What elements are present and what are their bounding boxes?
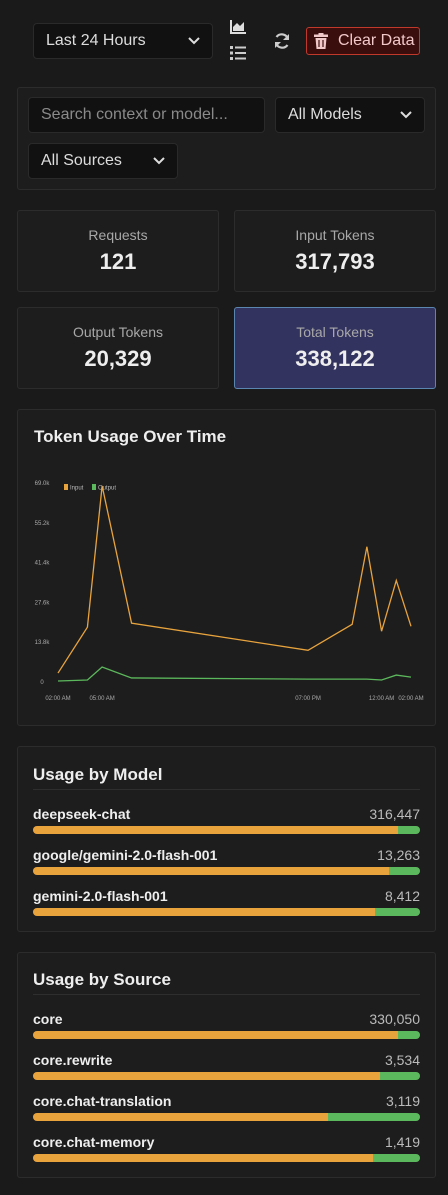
- bar-track: [33, 1031, 420, 1039]
- row-value: 3,534: [384, 1052, 420, 1068]
- row-name: core.rewrite: [33, 1052, 113, 1068]
- bar-segment: [327, 1113, 420, 1121]
- bar-segment: [380, 1072, 420, 1080]
- bar-segment: [375, 908, 420, 916]
- legend-swatch: [64, 484, 68, 490]
- row-name: core.chat-memory: [33, 1134, 155, 1150]
- panel-title: Usage by Model: [33, 765, 163, 784]
- clear-button[interactable]: Clear Data: [306, 27, 420, 55]
- separator: [33, 994, 420, 995]
- bar-segment: [397, 1031, 420, 1039]
- line-chart: 0 13.8k 27.6k 41.4k 55.2k 69.0k 02:00 AM 05:00 …: [35, 481, 424, 702]
- stat-card: Total Tokens 338,122: [234, 307, 436, 389]
- panel-title: Usage by Source: [33, 970, 171, 989]
- row-name: gemini-2.0-flash-001: [33, 888, 168, 904]
- range-select[interactable]: Last 24 Hours: [33, 23, 213, 59]
- legend-label: Output: [98, 486, 116, 492]
- chevron: [188, 37, 200, 45]
- source-select[interactable]: All Sources: [28, 143, 178, 179]
- search-placeholder: Search context or model...: [41, 106, 228, 123]
- search-input[interactable]: Search context or model...: [28, 97, 265, 133]
- bar-track: [33, 1113, 420, 1121]
- legend-swatch: [92, 484, 96, 490]
- trash-icon: [314, 33, 328, 49]
- bar-segment: [33, 908, 376, 916]
- bar-segment: [33, 1113, 328, 1121]
- bar-segment: [33, 1154, 374, 1162]
- stat-label: Input Tokens: [295, 227, 375, 243]
- row-name: core.chat-translation: [33, 1093, 172, 1109]
- row-value: 3,119: [386, 1093, 420, 1109]
- x-tick-label: 02:00 AM: [398, 696, 423, 702]
- chart-title: Token Usage Over Time: [34, 427, 227, 446]
- bar-segment: [33, 867, 390, 875]
- legend-label: Input: [70, 486, 84, 492]
- row-name: core: [33, 1011, 63, 1027]
- row-value: 1,419: [384, 1134, 420, 1150]
- row-value: 330,050: [369, 1011, 420, 1027]
- y-tick-label: 55.2k: [35, 521, 51, 527]
- bar-track: [33, 908, 420, 916]
- chevron: [400, 111, 412, 119]
- separator: [33, 789, 420, 790]
- source-text: All Sources: [41, 152, 122, 169]
- y-tick-label: 13.8k: [35, 640, 51, 646]
- bar-segment: [33, 826, 398, 834]
- bar-segment: [389, 867, 420, 875]
- stat-value: 121: [99, 249, 137, 274]
- row-name: google/gemini-2.0-flash-001: [33, 847, 218, 863]
- bar-segment: [33, 1031, 398, 1039]
- stat-card: Requests 121: [17, 210, 219, 292]
- stat-card: Input Tokens 317,793: [234, 210, 436, 292]
- chevron: [153, 157, 165, 165]
- chart-panel: Token Usage Over Time 0 13.8k 27.6k 41.4k 55…: [17, 409, 436, 726]
- row-name: deepseek-chat: [33, 806, 131, 822]
- model-select[interactable]: All Models: [275, 97, 425, 133]
- bar-track: [33, 867, 420, 875]
- x-tick-label: 07:00 PM: [295, 696, 321, 702]
- bar-track: [33, 826, 420, 834]
- x-tick-label: 12:00 AM: [369, 696, 394, 702]
- y-tick-label: 69.0k: [35, 481, 51, 487]
- chart-view-icon[interactable]: [229, 19, 247, 35]
- row-value: 8,412: [384, 888, 420, 904]
- stat-label: Total Tokens: [296, 324, 374, 340]
- bar-segment: [397, 826, 420, 834]
- x-tick-label: 05:00 AM: [89, 696, 114, 702]
- bar-track: [33, 1072, 420, 1080]
- list-view-icon[interactable]: [229, 45, 247, 61]
- model-text: All Models: [288, 106, 362, 123]
- range-text: Last 24 Hours: [46, 32, 146, 49]
- row-value: 316,447: [369, 806, 420, 822]
- stat-value: 338,122: [295, 346, 375, 371]
- y-tick-label: 27.6k: [35, 600, 51, 606]
- bar-track: [33, 1154, 420, 1162]
- bar-segment: [373, 1154, 420, 1162]
- refresh-icon[interactable]: [273, 32, 291, 50]
- line-series: [57, 485, 412, 674]
- clear-text: Clear Data: [338, 32, 415, 49]
- x-tick-label: 02:00 AM: [45, 696, 70, 702]
- y-tick-label: 41.4k: [35, 561, 51, 567]
- stat-value: 317,793: [295, 249, 375, 274]
- model-panel: Usage by Model: [17, 746, 436, 932]
- y-tick-label: 0: [40, 680, 44, 686]
- stat-label: Requests: [88, 227, 148, 243]
- row-value: 13,263: [377, 847, 420, 863]
- source-panel: Usage by Source: [17, 952, 436, 1178]
- line-series: [57, 666, 412, 682]
- stat-value: 20,329: [84, 346, 152, 371]
- stat-label: Output Tokens: [72, 324, 164, 340]
- stat-card: Output Tokens 20,329: [17, 307, 219, 389]
- bar-segment: [33, 1072, 381, 1080]
